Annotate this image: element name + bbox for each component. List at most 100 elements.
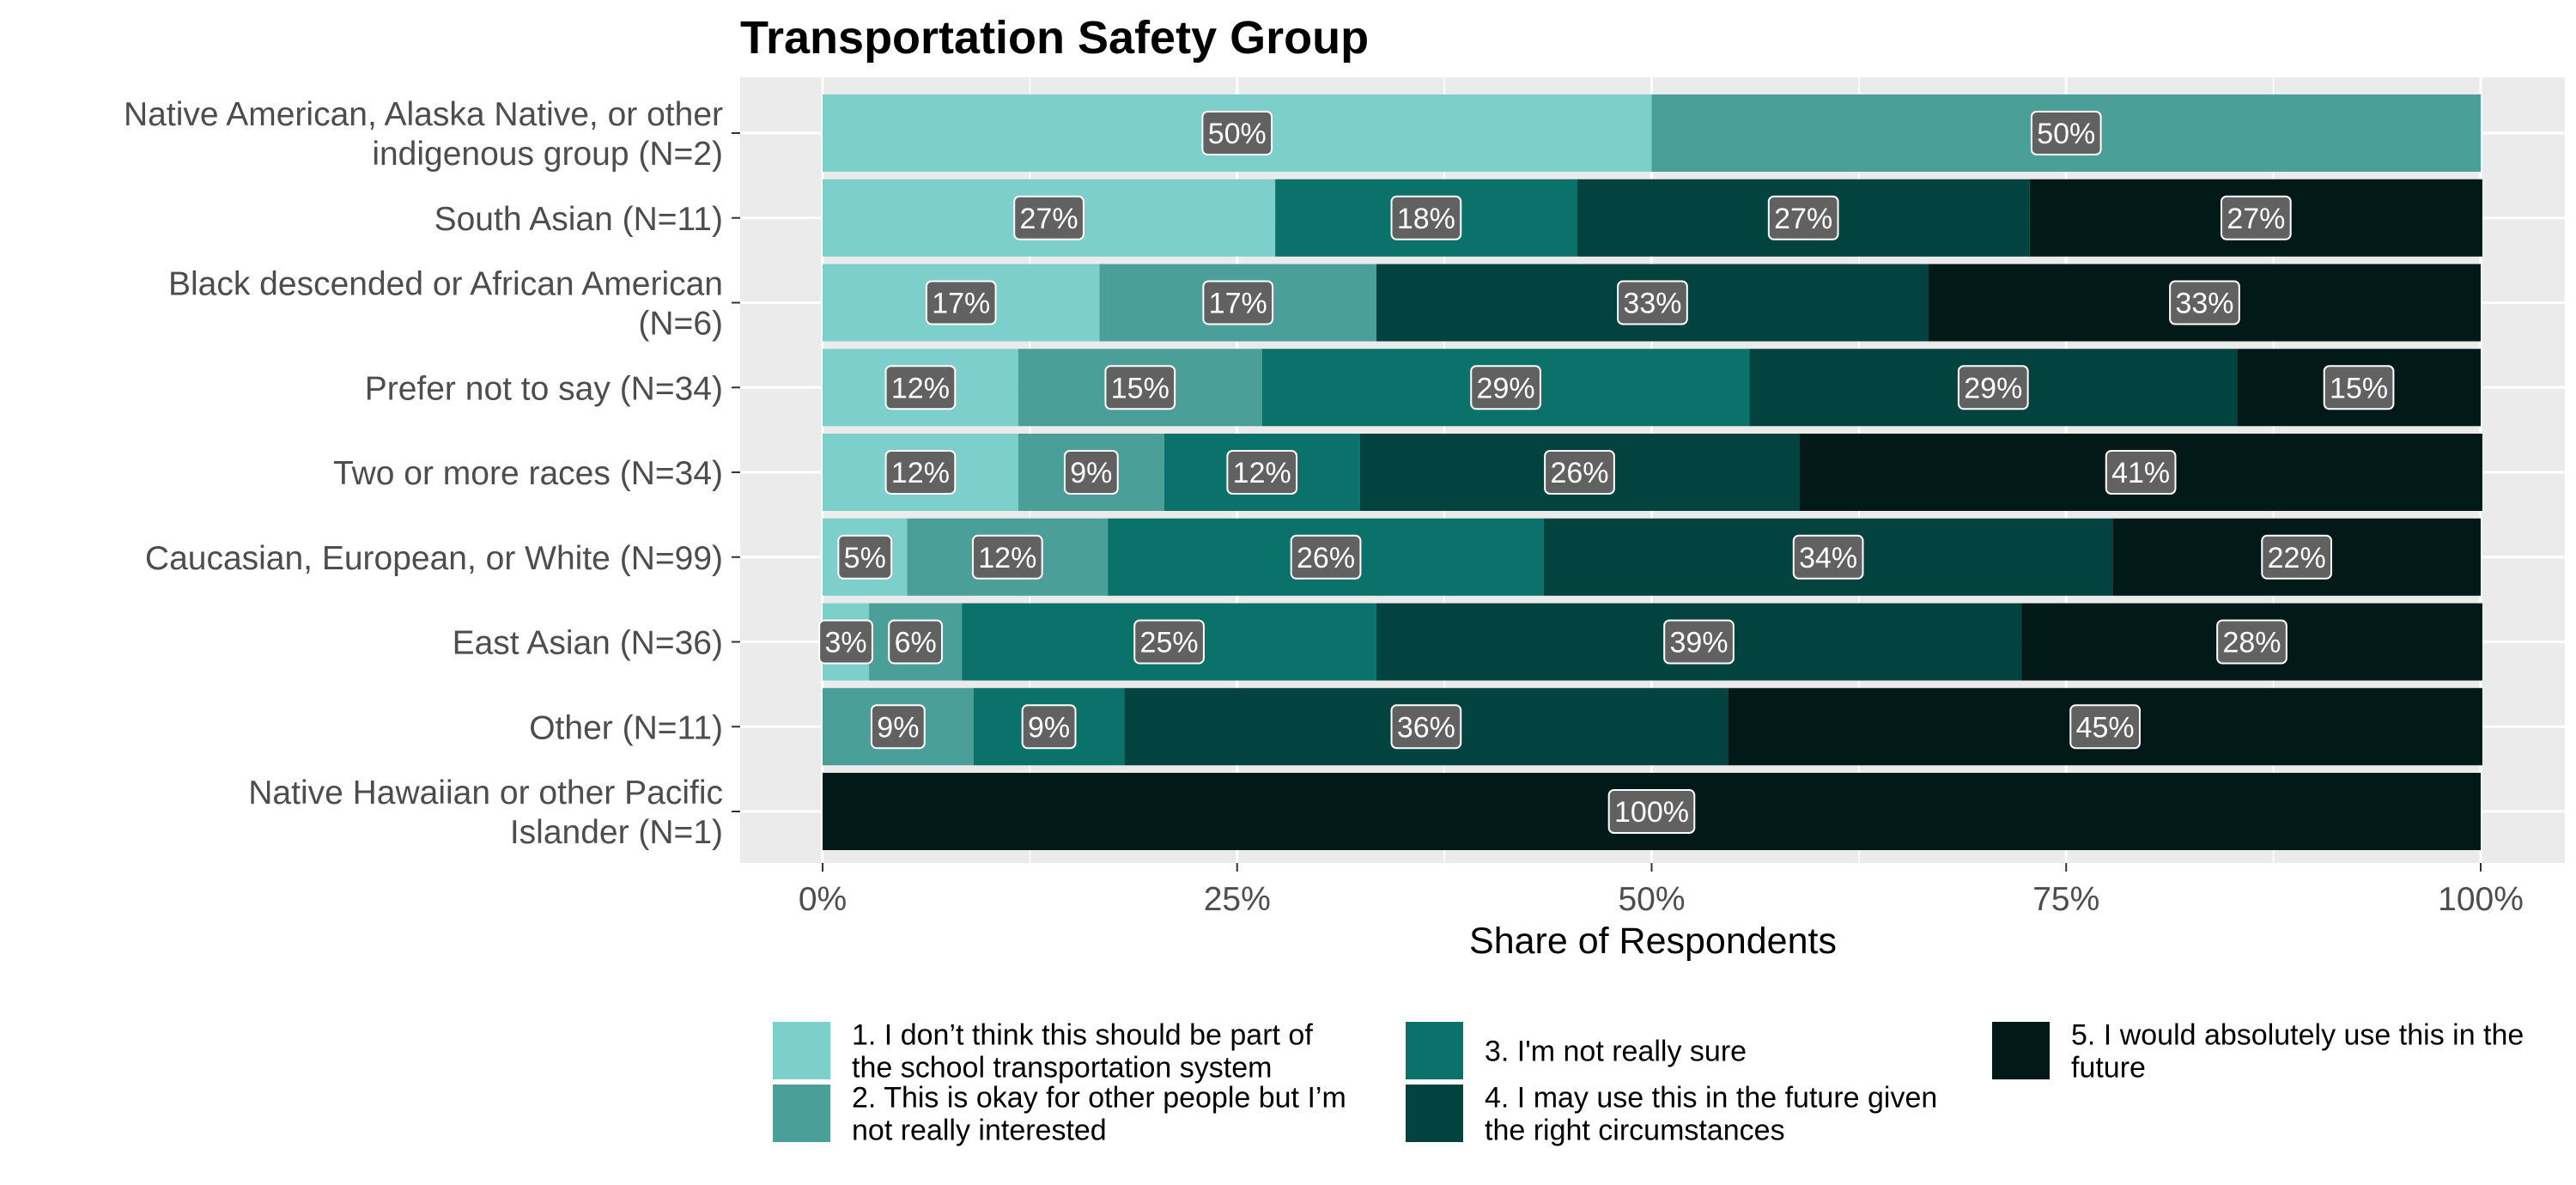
data-label: 18%: [1390, 195, 1462, 240]
svg-text:27%: 27%: [1774, 203, 1832, 235]
data-label: 33%: [1617, 280, 1688, 325]
svg-text:17%: 17%: [932, 288, 990, 320]
legend-label: 4. I may use this in the future given the…: [1485, 1082, 1937, 1147]
data-label: 28%: [2216, 619, 2287, 665]
bars: [823, 94, 2482, 850]
data-label: 26%: [1544, 450, 1615, 495]
legend-key: [1406, 1085, 1463, 1142]
svg-text:5%: 5%: [844, 542, 886, 574]
category-label: Black descended or African American (N=6): [168, 266, 723, 343]
x-axis-title: Share of Respondents: [1469, 921, 1837, 962]
svg-text:41%: 41%: [2111, 457, 2170, 489]
data-label: 15%: [1104, 365, 1176, 410]
data-label: 36%: [1390, 704, 1462, 750]
svg-text:12%: 12%: [978, 542, 1036, 574]
data-label: 41%: [2105, 450, 2177, 495]
data-label: 17%: [1202, 280, 1274, 325]
svg-text:27%: 27%: [2227, 203, 2285, 235]
data-label: 12%: [971, 534, 1043, 580]
svg-text:9%: 9%: [1028, 711, 1070, 744]
category-label: Native Hawaiian or other Pacific Islander…: [248, 775, 723, 851]
y-axis: Native American, Alaska Native, or other…: [124, 96, 740, 851]
svg-text:6%: 6%: [895, 627, 937, 659]
category-label: East Asian (N=36): [453, 625, 723, 662]
svg-text:26%: 26%: [1297, 542, 1355, 574]
x-tick-label: 100%: [2438, 881, 2524, 918]
svg-text:33%: 33%: [2175, 288, 2233, 320]
svg-text:12%: 12%: [1233, 457, 1291, 489]
data-label: 50%: [1201, 111, 1273, 155]
category-label: Two or more races (N=34): [333, 455, 723, 492]
data-label: 12%: [1226, 450, 1298, 495]
legend-label: 3. I'm not really sure: [1485, 1036, 1747, 1068]
data-label: 12%: [884, 450, 957, 495]
category-label: Caucasian, European, or White (N=99): [145, 540, 723, 577]
svg-text:100%: 100%: [1614, 796, 1689, 829]
legend-label: 5. I would absolutely use this in the fut…: [2071, 1019, 2524, 1085]
svg-text:25%: 25%: [1140, 627, 1199, 659]
data-label: 27%: [1767, 195, 1839, 240]
svg-text:17%: 17%: [1209, 288, 1267, 320]
svg-text:29%: 29%: [1964, 372, 2022, 404]
data-label: 100%: [1607, 789, 1696, 834]
data-label: 9%: [870, 704, 926, 750]
data-label: 3%: [818, 619, 873, 665]
svg-text:39%: 39%: [1670, 627, 1728, 659]
legend-key: [1992, 1022, 2050, 1079]
legend-item: 5. I would absolutely use this in the fut…: [1992, 1019, 2524, 1085]
data-label: 29%: [1470, 365, 1541, 410]
x-tick-label: 25%: [1204, 881, 1271, 918]
svg-text:15%: 15%: [2330, 372, 2388, 404]
svg-text:34%: 34%: [1799, 542, 1857, 574]
data-label: 12%: [884, 365, 957, 410]
data-label: 5%: [837, 534, 893, 580]
data-label: 9%: [1063, 450, 1119, 495]
svg-text:15%: 15%: [1111, 372, 1170, 404]
x-tick-label: 75%: [2032, 881, 2099, 918]
svg-text:12%: 12%: [891, 457, 950, 489]
x-tick-label: 0%: [799, 881, 847, 918]
data-label: 39%: [1663, 619, 1735, 665]
svg-text:27%: 27%: [1020, 203, 1078, 235]
data-label: 50%: [2030, 111, 2102, 155]
data-label: 27%: [1013, 195, 1084, 240]
svg-text:9%: 9%: [877, 711, 919, 744]
data-label: 6%: [888, 619, 944, 665]
legend-key: [773, 1022, 830, 1079]
category-label: Native American, Alaska Native, or other…: [124, 96, 723, 173]
data-labels: 50% 50% 27% 18% 27% 27% 17% 17% 33% 33% 12% 15% 29% 2…: [818, 111, 2395, 834]
data-label: 9%: [1021, 704, 1077, 750]
svg-text:22%: 22%: [2268, 542, 2326, 574]
data-label: 15%: [2323, 365, 2395, 410]
legend-item: 1. I don’t think this should be part of t…: [773, 1019, 1313, 1085]
category-label: Other (N=11): [529, 709, 723, 746]
legend-key: [1406, 1022, 1463, 1079]
data-label: 29%: [1957, 365, 2029, 410]
category-label: South Asian (N=11): [434, 201, 723, 238]
svg-text:18%: 18%: [1397, 203, 1455, 235]
legend-item: 3. I'm not really sure: [1406, 1022, 1747, 1079]
data-label: 25%: [1133, 619, 1205, 665]
data-label: 34%: [1792, 534, 1864, 580]
data-label: 33%: [2169, 280, 2240, 325]
chart-title: Transportation Safety Group: [740, 12, 1369, 64]
x-axis: 0% 25% 50% 75% 100%: [799, 863, 2524, 918]
legend-label: 1. I don’t think this should be part of t…: [852, 1019, 1313, 1085]
svg-text:26%: 26%: [1550, 457, 1608, 489]
legend: 1. I don’t think this should be part of t…: [773, 1019, 2524, 1147]
svg-text:9%: 9%: [1070, 457, 1112, 489]
x-tick-label: 50%: [1618, 881, 1685, 918]
legend-item: 2. This is okay for other people but I’m…: [773, 1082, 1346, 1147]
data-label: 22%: [2261, 534, 2333, 580]
svg-text:28%: 28%: [2222, 627, 2281, 659]
legend-item: 4. I may use this in the future given the…: [1406, 1082, 1937, 1147]
svg-text:12%: 12%: [891, 372, 950, 404]
svg-text:50%: 50%: [2037, 118, 2095, 150]
category-label: Prefer not to say (N=34): [365, 370, 723, 407]
svg-text:33%: 33%: [1623, 288, 1681, 320]
svg-text:36%: 36%: [1397, 711, 1455, 744]
data-label: 27%: [2220, 195, 2292, 240]
legend-label: 2. This is okay for other people but I’m…: [852, 1082, 1346, 1147]
data-label: 45%: [2069, 704, 2141, 750]
